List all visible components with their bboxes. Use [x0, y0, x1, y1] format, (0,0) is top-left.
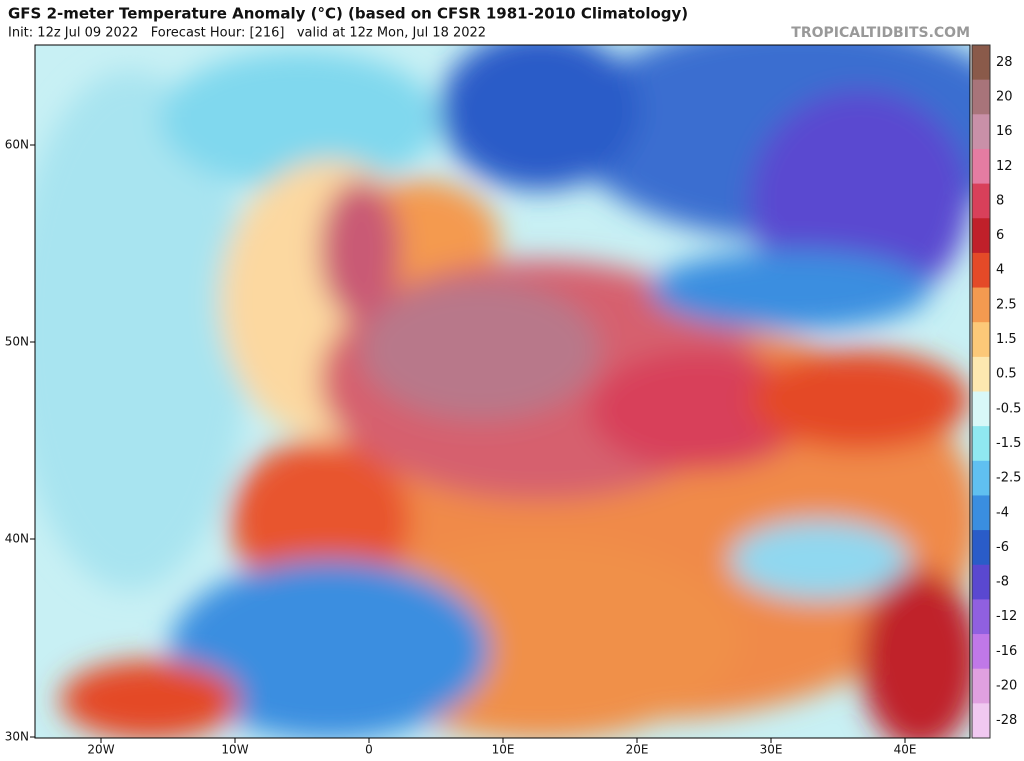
colorbar-label: -6	[996, 540, 1009, 555]
colorbar-swatch	[972, 183, 990, 219]
colorbar-swatch	[972, 252, 990, 289]
site-credit: TROPICALTIDBITS.COM	[791, 25, 970, 41]
colorbar-label: -2.5	[996, 471, 1021, 486]
lon-label: 20W	[87, 743, 114, 757]
colorbar-swatch	[972, 634, 990, 670]
colorbar-label: 6	[996, 228, 1004, 243]
colorbar-swatch	[972, 322, 990, 358]
colorbar-swatch	[972, 114, 990, 150]
lon-label: 40E	[894, 743, 917, 757]
colorbar-label: -20	[996, 679, 1017, 694]
colorbar-swatch	[972, 495, 990, 531]
lon-label: 10E	[492, 743, 515, 757]
colorbar-label: 4	[996, 263, 1004, 278]
lon-label: 0	[365, 743, 373, 757]
lon-label: 20E	[626, 743, 649, 757]
colorbar-swatch	[972, 356, 990, 392]
colorbar-swatch	[972, 287, 990, 323]
lon-label: 30E	[760, 743, 783, 757]
lat-label: 60N	[5, 138, 29, 152]
title: GFS 2-meter Temperature Anomaly (°C) (ba…	[8, 5, 688, 23]
colorbar-label: -12	[996, 609, 1017, 624]
colorbar-label: 8	[996, 193, 1004, 208]
colorbar-swatch	[972, 703, 990, 739]
colorbar-label: 20	[996, 89, 1013, 104]
colorbar-label: -1.5	[996, 436, 1021, 451]
colorbar-swatch	[972, 460, 990, 496]
colorbar-swatch	[972, 564, 990, 600]
colorbar-label: -0.5	[996, 401, 1021, 416]
colorbar-label: -28	[996, 713, 1017, 728]
colorbar-swatch	[972, 148, 990, 185]
colorbar-label: 12	[996, 159, 1013, 174]
colorbar-label: 2.5	[996, 297, 1017, 312]
colorbar-swatch	[972, 668, 990, 704]
colorbar-swatch	[972, 426, 990, 462]
lon-label: 10W	[221, 743, 248, 757]
colorbar-label: 1.5	[996, 332, 1017, 347]
colorbar: 28 20 16 12 8 6 4 2.5 1.5 0.5 -0.5 -1.5 -2.5 -4 -6 -8 -1…	[971, 44, 1021, 739]
colorbar-label: -8	[996, 575, 1009, 590]
colorbar-label: -16	[996, 644, 1017, 659]
colorbar-swatch	[972, 79, 990, 115]
colorbar-swatch	[972, 599, 990, 635]
colorbar-swatch	[972, 391, 990, 427]
axes: 60N 50N 40N 30N 20W 10W 0 10E 20E 30E 40E	[5, 138, 917, 757]
colorbar-frame	[971, 44, 991, 739]
colorbar-label: 0.5	[996, 367, 1017, 382]
lat-label: 40N	[5, 532, 29, 546]
colorbar-label: 16	[996, 124, 1013, 139]
lat-label: 50N	[5, 335, 29, 349]
map	[35, 45, 970, 738]
subtitle: Init: 12z Jul 09 2022 Forecast Hour: [21…	[8, 26, 486, 41]
colorbar-swatch	[972, 218, 990, 254]
colorbar-swatch	[972, 45, 990, 81]
colorbar-label: -4	[996, 505, 1009, 520]
colorbar-label: 28	[996, 55, 1013, 70]
lat-label: 30N	[5, 730, 29, 744]
colorbar-swatch	[972, 530, 990, 566]
